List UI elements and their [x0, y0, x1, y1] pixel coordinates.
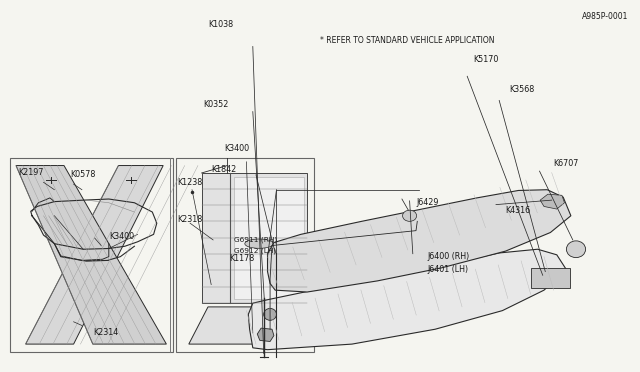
Polygon shape	[248, 249, 566, 350]
Ellipse shape	[403, 210, 417, 221]
Ellipse shape	[41, 202, 59, 208]
Ellipse shape	[37, 201, 63, 209]
Text: G6912 (LH): G6912 (LH)	[234, 248, 276, 254]
Text: J6400 (RH): J6400 (RH)	[428, 252, 470, 261]
Text: K2318: K2318	[177, 215, 202, 224]
Bar	[10, 158, 173, 352]
Text: K3400: K3400	[109, 232, 134, 241]
Text: K3568: K3568	[509, 85, 534, 94]
Text: K1038: K1038	[208, 20, 233, 29]
Polygon shape	[54, 244, 76, 259]
Text: A985P-0001: A985P-0001	[582, 12, 628, 21]
Text: K4316: K4316	[506, 206, 531, 215]
Text: K5170: K5170	[474, 55, 499, 64]
Text: K1842: K1842	[211, 165, 236, 174]
Text: K2197: K2197	[18, 169, 44, 177]
Polygon shape	[257, 328, 274, 341]
Ellipse shape	[566, 241, 586, 257]
Bar	[176, 158, 314, 352]
Text: K1178: K1178	[229, 254, 254, 263]
Polygon shape	[540, 194, 564, 209]
Text: K2314: K2314	[93, 328, 118, 337]
Polygon shape	[26, 166, 163, 344]
Text: J6429: J6429	[416, 198, 438, 207]
Polygon shape	[189, 307, 304, 344]
Text: * REFER TO STANDARD VEHICLE APPLICATION: * REFER TO STANDARD VEHICLE APPLICATION	[320, 36, 495, 45]
Text: K0578: K0578	[70, 170, 96, 179]
Ellipse shape	[264, 308, 276, 320]
Bar	[202, 173, 307, 303]
Ellipse shape	[115, 202, 134, 208]
Polygon shape	[268, 190, 571, 292]
Text: K1238: K1238	[177, 178, 202, 187]
Ellipse shape	[111, 201, 138, 209]
Polygon shape	[16, 166, 166, 344]
Bar	[531, 268, 570, 288]
Text: G6911 (RH): G6911 (RH)	[234, 237, 277, 243]
Text: K3400: K3400	[224, 144, 249, 153]
Text: K0352: K0352	[204, 100, 229, 109]
Text: J6401 (LH): J6401 (LH)	[428, 265, 468, 274]
Text: K6707: K6707	[554, 159, 579, 168]
Bar	[234, 177, 304, 299]
Ellipse shape	[245, 239, 274, 248]
